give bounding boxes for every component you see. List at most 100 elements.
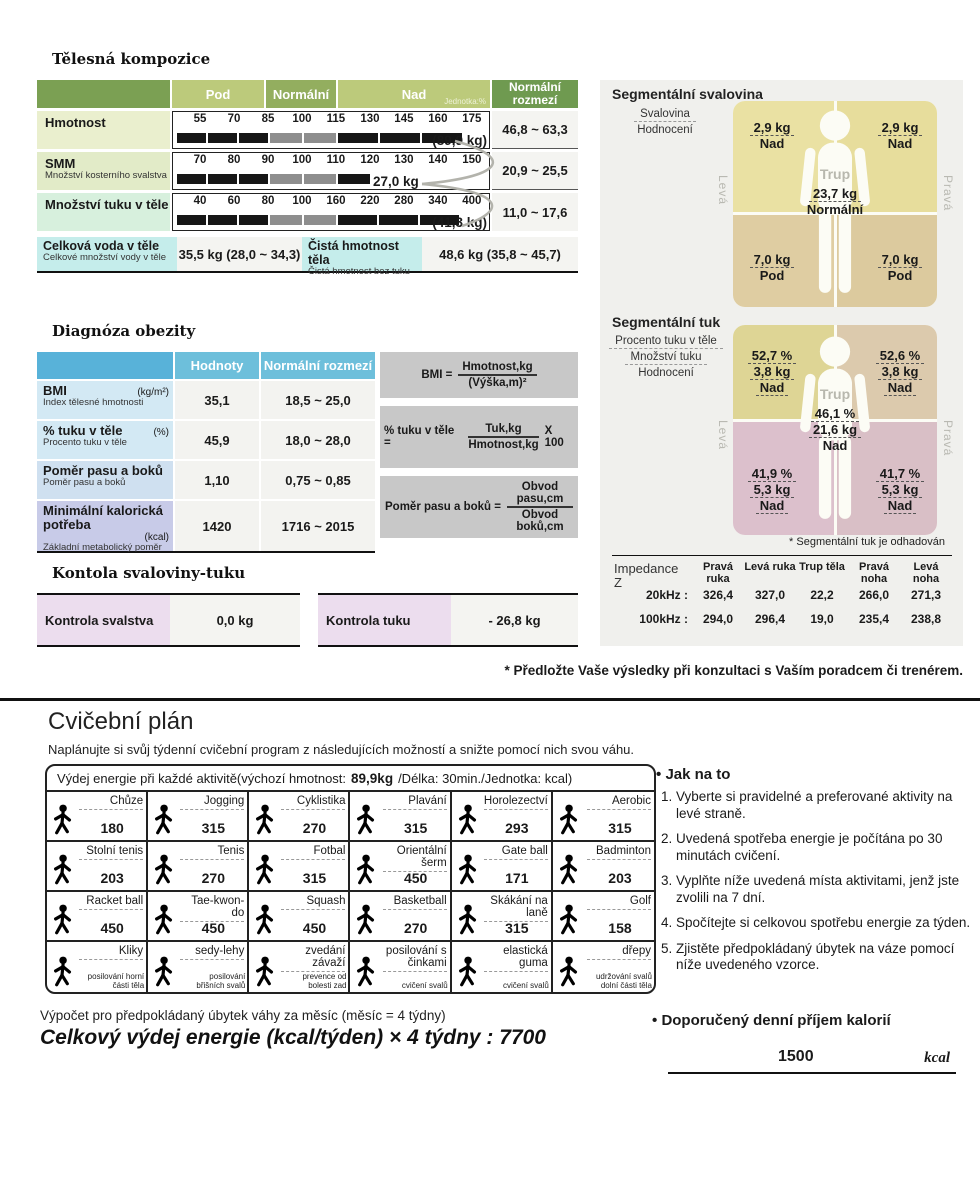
muscle-left-axis-label: Levá <box>716 175 730 206</box>
muscle-right-axis-label: Pravá <box>941 175 955 212</box>
whr-label: Poměr pasu a boků <box>43 463 163 478</box>
impedance-col-right-arm: Pravá ruka <box>703 561 733 585</box>
whr-value: 1,10 <box>175 461 259 499</box>
formula-pbf-numerator: Tuk,kg <box>468 423 539 438</box>
row-bodyfat-range: 11,0 ~ 17,6 <box>492 193 578 231</box>
activity-badminton: Badminton 203 <box>552 842 654 892</box>
golf-icon <box>559 904 577 935</box>
formula-pbf: % tuku v těle = Tuk,kg Hmotnost,kg X 100 <box>380 406 578 468</box>
row-weight-ticks: 55 70 85 100 115 130 145 160 175 <box>193 113 482 125</box>
activity-situps: sedy-lehy posilování břišních svalů <box>148 942 250 992</box>
activity-squats: dřepy udržování svalů dolní části těla <box>553 942 654 992</box>
formula-bmi-numerator: Hmotnost,kg <box>458 361 537 376</box>
fat-left-arm: 52,7 % 3,8 kg Nad <box>738 348 806 396</box>
fat-control-label: Kontrola tuku <box>318 595 451 645</box>
activity-cycling: Cyklistika 270 <box>249 792 351 842</box>
activity-taekwondo: Tae-kwon-do 450 <box>148 892 250 942</box>
row-weight-value: (89,9 kg) <box>432 133 487 148</box>
header-pod: Pod <box>172 80 264 108</box>
header-nad-label: Nad <box>401 86 427 102</box>
impedance-col-trunk: Trup těla <box>799 561 845 573</box>
row-smm: SMM Množství kosterního svalstva 70 80 90 1… <box>37 152 578 190</box>
muscle-right-arm: 2,9 kg Nad <box>868 120 932 151</box>
impedance-col-right-leg: Pravá noha <box>859 561 889 585</box>
obesity-row-whr: Poměr pasu a boků Poměr pasu a boků 1,10… <box>37 461 375 499</box>
bmr-value: 1420 <box>175 501 259 551</box>
impedance-col-left-arm: Levá ruka <box>744 561 796 573</box>
muscle-figure-box <box>733 101 937 307</box>
pbf-label: % tuku v těle <box>43 423 123 438</box>
formula-bmi: BMI = Hmotnost,kg (Výška,m)² <box>380 352 578 398</box>
row-weight-range: 46,8 ~ 63,3 <box>492 111 578 149</box>
body-silhouette-icon <box>800 110 870 293</box>
squats-icon <box>559 956 577 987</box>
obesity-row-pbf: % tuku v těle (%) Procento tuku v těle 45… <box>37 421 375 459</box>
muscle-right-leg: 7,0 kg Pod <box>868 252 932 283</box>
header-unit: Jednotka:% <box>444 97 486 106</box>
fat-control-value: - 26,8 kg <box>451 595 578 645</box>
header-normal: Normální <box>266 80 336 108</box>
starting-weight: 89,9kg <box>351 770 394 786</box>
pbf-range: 18,0 ~ 28,0 <box>261 421 375 459</box>
formula-pbf-multiplier: X 100 <box>544 425 564 449</box>
exercise-table-header: Výdej energie při každé aktivitě(výchozí… <box>47 766 654 792</box>
activity-walking: Chůze 180 <box>47 792 149 842</box>
segmental-panel: Segmentální svalovina Svalovina Hodnocen… <box>600 80 963 646</box>
activity-swimming: Plavání 315 <box>350 792 452 842</box>
body-silhouette-icon <box>800 336 870 519</box>
lean-sublabel: Čistá hmotnost bez tuku <box>308 266 410 277</box>
muscle-quad-top-left <box>733 101 834 212</box>
section-title-body-composition: Tělesná kompozice <box>52 50 211 68</box>
section-title-control: Kontola svaloviny-tuku <box>52 564 246 582</box>
fat-left-leg: 41,9 % 5,3 kg Nad <box>738 466 806 514</box>
row-smm-range: 20,9 ~ 25,5 <box>492 152 578 190</box>
fat-control-box: Kontrola tuku - 26,8 kg <box>318 593 578 647</box>
racketball-icon <box>54 904 72 935</box>
bullet-icon: • <box>652 1012 658 1029</box>
fencing-icon <box>357 854 375 885</box>
segmental-fat-title: Segmentální tuk <box>612 314 721 330</box>
daily-intake-line: 1500 kcal <box>668 1042 956 1074</box>
exercise-plan-subtitle: Naplánujte si svůj týdenní cvičební prog… <box>48 742 635 757</box>
rope-skipping-icon <box>458 904 476 935</box>
row-bodyfat: Množství tuku v těle 40 60 80 100 160 220 280 3… <box>37 193 578 231</box>
whr-range: 0,75 ~ 0,85 <box>261 461 375 499</box>
row-bodyfat-ticks: 40 60 80 100 160 220 280 340 400 <box>193 195 482 207</box>
obesity-row-bmr: Minimální kalorická potřeba (kcal) Základ… <box>37 501 375 553</box>
water-value: 35,5 kg (28,0 ~ 34,3) <box>177 237 302 271</box>
row-bodyfat-bar: 40 60 80 100 160 220 280 340 400 (41,3 kg) <box>172 193 490 231</box>
row-weight-bar: 55 70 85 100 115 130 145 160 175 (89,9 kg) <box>172 111 490 149</box>
activity-table-tennis: Stolní tenis 203 <box>47 842 149 892</box>
daily-intake-title: Doporučený denní příjem kalorií <box>661 1012 891 1029</box>
row-bodyfat-value: (41,3 kg) <box>432 215 487 230</box>
activity-basketball: Basketball 270 <box>350 892 452 942</box>
bullet-icon: • <box>656 766 662 783</box>
section-divider <box>0 698 980 701</box>
impedance-label: Impedance <box>614 561 679 576</box>
muscle-left-leg: 7,0 kg Pod <box>740 252 804 283</box>
muscle-trunk: 23,7 kg Normální <box>806 186 864 217</box>
segmental-fat-legend: Procento tuku v těle Množství tuku Hodno… <box>602 335 730 382</box>
howto-title: Jak na to <box>665 766 731 783</box>
bmi-label: BMI <box>43 383 67 398</box>
water-sublabel: Celkové množství vody v těle <box>43 252 167 263</box>
muscle-quad-top-right <box>836 101 937 212</box>
segmental-muscle-legend: Svalovina Hodnocení <box>606 108 724 139</box>
row-water-lean: Celková voda v těle Celkové množství vod… <box>37 237 578 277</box>
impedance-symbol: Z <box>614 575 622 590</box>
bmr-range: 1716 ~ 2015 <box>261 501 375 551</box>
activity-climbing: Horolezectví 293 <box>451 792 553 842</box>
row-bodyfat-label: Množství tuku v těle <box>45 197 169 212</box>
howto-steps: Vyberte si pravidelné a preferované akti… <box>656 789 976 974</box>
exercise-table: Výdej energie při každé aktivitě(výchozí… <box>45 764 656 994</box>
fat-quad-top-left <box>733 325 834 419</box>
taekwondo-icon <box>155 904 173 935</box>
activity-weightlifting: zvedání závaží prevence od bolesti zad <box>249 942 351 992</box>
activity-tennis: Tenis 270 <box>148 842 250 892</box>
pushups-icon <box>54 956 72 987</box>
calc-formula: Celkový výdej energie (kcal/týden) × 4 t… <box>40 1026 546 1049</box>
row-smm-sublabel: Množství kosterního svalstva <box>45 170 167 181</box>
activity-football: Fotbal 315 <box>249 842 351 892</box>
activity-pushups: Kliky posilování horní části těla <box>47 942 149 992</box>
